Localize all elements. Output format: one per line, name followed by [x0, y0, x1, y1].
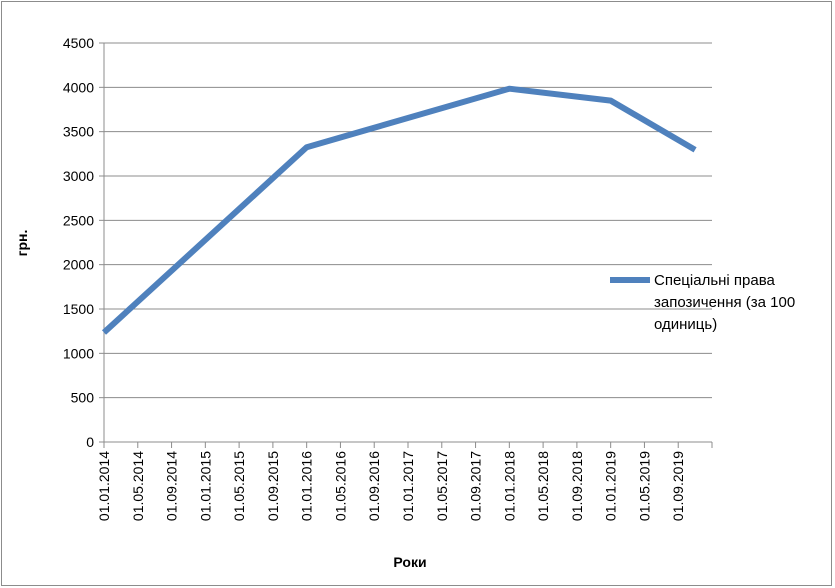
x-axis-title: Роки	[393, 554, 426, 570]
y-tick-label: 1500	[63, 301, 94, 317]
axes	[99, 42, 713, 448]
x-tick-label: 01.05.2015	[231, 451, 247, 521]
y-tick-label: 500	[71, 390, 95, 406]
legend: Спеціальні права запозичення (за 100 оди…	[610, 272, 799, 333]
legend-label-line-2: запозичення (за 100	[654, 294, 795, 311]
series-line	[101, 85, 697, 335]
legend-label: Спеціальні права запозичення (за 100 оди…	[654, 272, 799, 333]
y-tick-label: 2000	[63, 257, 94, 273]
x-tick-label: 01.01.2017	[400, 451, 416, 521]
x-tick-label: 01.05.2014	[130, 451, 146, 521]
x-tick-label: 01.01.2014	[96, 451, 112, 521]
y-tick-labels: 0 500 1000 1500 2000 2500 3000 3500 4000 4500	[63, 35, 94, 450]
grid-lines	[104, 42, 712, 399]
x-tick-label: 01.01.2018	[501, 451, 517, 521]
x-tick-label: 01.09.2015	[265, 451, 281, 521]
y-tick-label: 2500	[63, 212, 94, 228]
y-tick-label: 3000	[63, 168, 94, 184]
x-tick-label: 01.09.2017	[468, 451, 484, 521]
y-tick-label: 3500	[63, 124, 94, 140]
legend-label-line-1: Спеціальні права	[654, 272, 776, 289]
series-layer	[101, 85, 697, 335]
y-axis-title: грн.	[14, 230, 30, 257]
x-tick-label: 01.05.2017	[434, 451, 450, 521]
x-tick-label: 01.01.2019	[603, 451, 619, 521]
x-tick-label: 01.01.2016	[299, 451, 315, 521]
y-tick-label: 1000	[63, 345, 94, 361]
x-tick-label: 01.05.2019	[636, 451, 652, 521]
x-tick-label: 01.01.2015	[197, 451, 213, 521]
x-tick-label: 01.09.2018	[569, 451, 585, 521]
x-tick-labels: 01.01.2014 01.05.2014 01.09.2014 01.01.2015…	[96, 451, 686, 521]
x-tick-label: 01.09.2016	[366, 451, 382, 521]
x-tick-label: 01.09.2014	[164, 451, 180, 521]
x-tick-label: 01.05.2018	[535, 451, 551, 521]
y-tick-label: 4500	[63, 35, 94, 51]
y-tick-label: 0	[86, 434, 94, 450]
x-tick-label: 01.09.2019	[670, 451, 686, 521]
y-tick-label: 4000	[63, 79, 94, 95]
legend-label-line-3: одиниць)	[654, 316, 717, 333]
x-tick-label: 01.05.2016	[332, 451, 348, 521]
